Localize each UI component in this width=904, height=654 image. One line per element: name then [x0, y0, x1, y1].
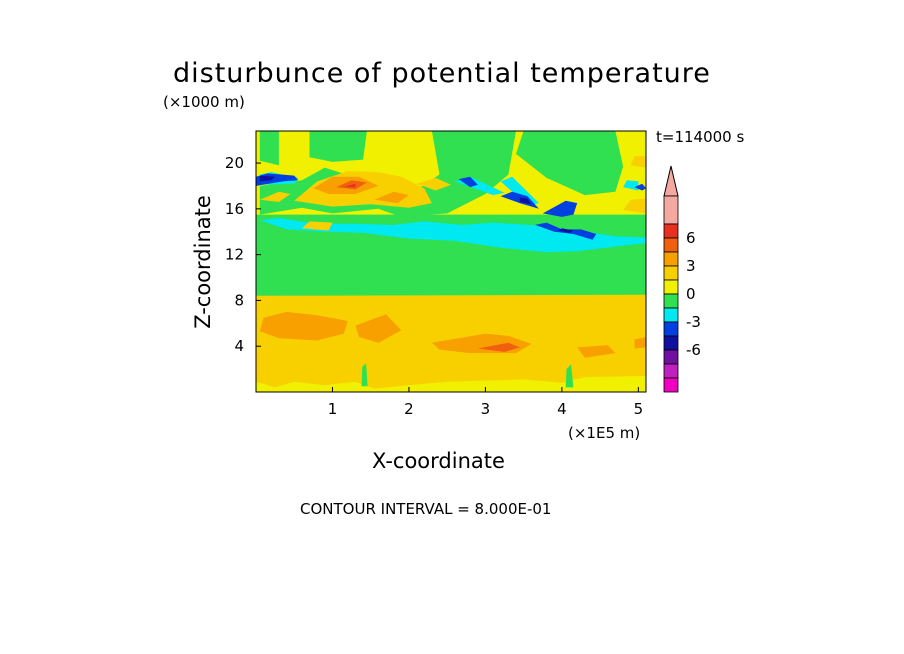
- colorbar-swatch-9: [663, 335, 679, 351]
- contour-region-27: [259, 311, 348, 341]
- contour-region-37: [361, 363, 368, 387]
- contour-region-36: [343, 183, 356, 188]
- y-tick-label: 4: [234, 337, 244, 355]
- contour-region-5: [259, 131, 279, 166]
- contour-region-23: [301, 221, 333, 231]
- contour-region-17: [259, 175, 276, 182]
- colorbar-label: 3: [686, 257, 696, 275]
- colorbar-swatch-10: [663, 349, 679, 365]
- colorbar-label: 0: [686, 285, 696, 303]
- colorbar-swatch-4: [663, 265, 679, 281]
- colorbar-swatch-8: [663, 321, 679, 337]
- colorbar-swatch-6: [663, 293, 679, 309]
- contour-region-28: [355, 314, 402, 343]
- contour-region-15: [458, 176, 478, 188]
- plot-frame: [255, 130, 647, 393]
- contour-region-3: [309, 131, 367, 162]
- contour-field: [256, 131, 646, 392]
- contour-region-31: [634, 337, 646, 349]
- contour-region-9: [500, 176, 539, 206]
- contour-region-35: [477, 342, 520, 352]
- contour-region-38: [565, 364, 574, 388]
- contour-region-18: [519, 197, 532, 205]
- x-tick-label: 3: [481, 400, 491, 418]
- contour-region-22: [259, 191, 291, 202]
- colorbar-swatch-2: [663, 237, 679, 253]
- y-unit-label: (×1000 m): [163, 93, 245, 111]
- colorbar-swatch-3: [663, 251, 679, 267]
- x-axis-title: X-coordinate: [372, 449, 505, 473]
- colorbar-over-arrow: [663, 165, 679, 197]
- contour-region-4: [516, 131, 624, 196]
- x-tick-label: 1: [328, 400, 338, 418]
- colorbar-swatch-7: [663, 307, 679, 323]
- colorbar-label: -3: [686, 313, 701, 331]
- y-tick-label: 12: [225, 246, 244, 264]
- y-tick-label: 20: [225, 154, 244, 172]
- time-label: t=114000 s: [656, 128, 745, 146]
- chart-title: disturbunce of potential temperature: [173, 58, 711, 89]
- contour-interval-label: CONTOUR INTERVAL = 8.000E-01: [300, 500, 552, 518]
- x-tick-label: 2: [404, 400, 414, 418]
- contour-region-13: [542, 200, 578, 217]
- contour-region-10: [623, 180, 639, 191]
- contour-region-16: [634, 183, 646, 191]
- contour-region-25: [623, 198, 646, 214]
- x-tick-label: 4: [557, 400, 567, 418]
- colorbar-swatch-11: [663, 363, 679, 379]
- contour-region-19: [558, 228, 574, 233]
- contour-region-30: [577, 345, 616, 358]
- contour-region-26: [630, 156, 646, 168]
- x-tick-label: 5: [634, 400, 644, 418]
- colorbar-swatch-12: [663, 377, 679, 393]
- y-tick-label: 8: [234, 291, 244, 309]
- colorbar-swatch-0: [663, 195, 679, 225]
- contour-region-24: [416, 177, 451, 191]
- y-tick-label: 16: [225, 200, 244, 218]
- colorbar: 6 3 0 -3 -6: [663, 165, 701, 393]
- colorbar-label: -6: [686, 341, 701, 359]
- colorbar-swatch-1: [663, 223, 679, 239]
- colorbar-swatch-5: [663, 279, 679, 295]
- colorbar-label: 6: [686, 229, 696, 247]
- x-unit-label: (×1E5 m): [568, 424, 641, 442]
- contour-region-33: [374, 191, 409, 204]
